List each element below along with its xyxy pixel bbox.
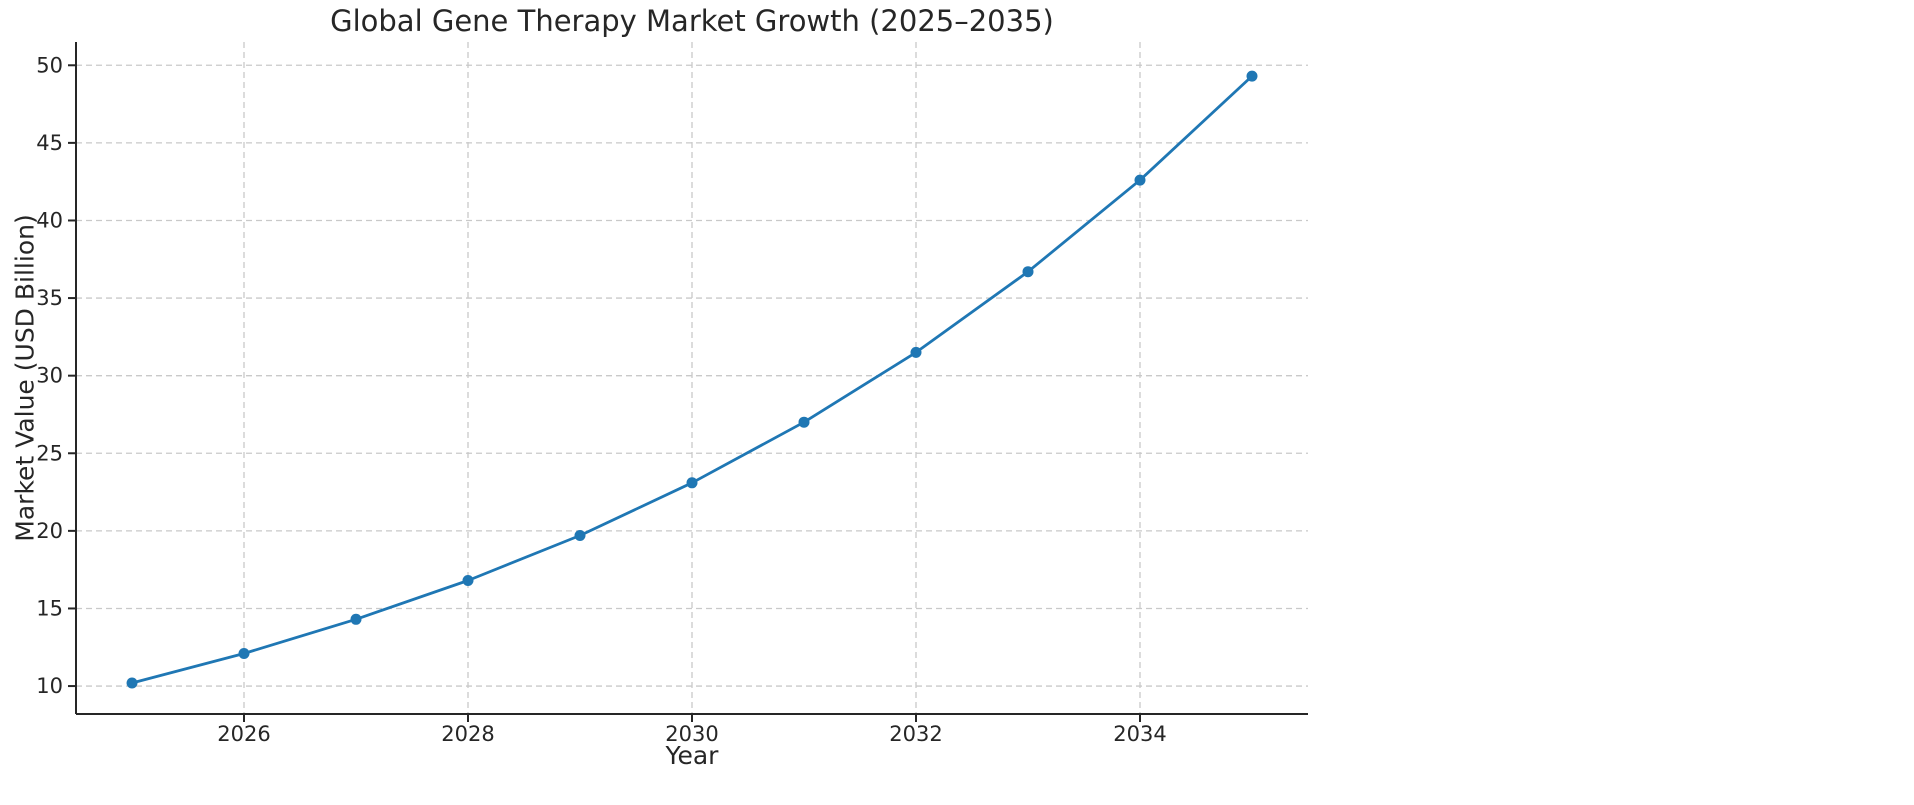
x-tick-label: 2032	[889, 722, 942, 746]
data-point	[686, 477, 698, 489]
data-point	[126, 677, 138, 689]
y-tick-label: 20	[36, 519, 63, 543]
data-point	[798, 416, 810, 428]
chart-title: Global Gene Therapy Market Growth (2025–…	[330, 4, 1054, 38]
data-point	[238, 648, 250, 659]
y-tick-label: 40	[36, 208, 63, 232]
x-tick-label: 2034	[1113, 722, 1166, 746]
x-axis-label: Year	[665, 741, 719, 770]
data-point	[574, 530, 586, 541]
y-tick-label: 15	[36, 596, 63, 620]
x-tick-label: 2026	[217, 722, 270, 746]
data-point	[1134, 174, 1146, 186]
data-point	[1022, 266, 1034, 278]
y-tick-label: 25	[36, 441, 63, 465]
y-tick-label: 50	[36, 53, 63, 77]
x-tick-label: 2028	[441, 722, 494, 746]
y-tick-label: 30	[36, 364, 63, 388]
x-tick-label: 2030	[665, 722, 718, 746]
data-point	[1246, 70, 1258, 82]
y-tick-label: 45	[36, 131, 63, 155]
data-point	[462, 575, 474, 586]
y-tick-label: 35	[36, 286, 63, 310]
data-point	[910, 346, 922, 358]
y-tick-label: 10	[36, 674, 63, 698]
data-point	[350, 613, 362, 625]
